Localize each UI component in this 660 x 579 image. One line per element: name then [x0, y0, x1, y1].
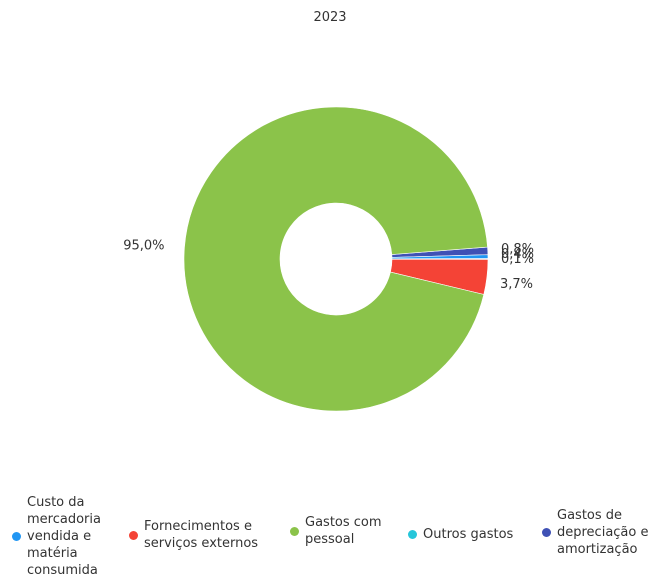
data-label-custo-mercadoria: 0,4% [501, 247, 534, 262]
chart-title: 2023 [313, 10, 347, 25]
legend-item-custo-mercadoria[interactable]: Custo da mercadoria vendida e matéria co… [12, 494, 101, 578]
legend-item-gastos-pessoal[interactable]: Gastos com pessoal [290, 511, 382, 551]
legend-label: Gastos de depreciação e amortização [557, 507, 649, 557]
legend: Custo da mercadoria vendida e matéria co… [0, 490, 660, 578]
legend-dot [12, 531, 21, 541]
legend-item-depreciacao[interactable]: Gastos de depreciação e amortização [542, 500, 648, 564]
legend-label: Fornecimentos e serviços externos [144, 519, 259, 551]
legend-dot [290, 526, 299, 536]
legend-item-outros-gastos[interactable]: Outros gastos [408, 524, 513, 544]
data-label-depreciacao: 0,8% [501, 242, 534, 257]
data-label-gastos-pessoal: 95,0% [123, 239, 164, 254]
legend-dot [542, 527, 551, 537]
legend-dot [408, 529, 417, 539]
legend-item-fornecimentos[interactable]: Fornecimentos e serviços externos [129, 515, 258, 555]
legend-label: Gastos com pessoal [305, 515, 382, 547]
donut-chart: 0,8%0,4%0,1% 3,7% 95,0% [123, 106, 534, 412]
data-label-fornecimentos: 3,7% [500, 277, 533, 292]
legend-label: Outros gastos [423, 526, 514, 542]
slice-gastos-pessoal[interactable] [183, 106, 488, 412]
legend-dot [129, 530, 138, 540]
data-label-outros-gastos: 0,1% [501, 252, 534, 267]
legend-label: Custo da mercadoria vendida e matéria co… [27, 494, 101, 578]
